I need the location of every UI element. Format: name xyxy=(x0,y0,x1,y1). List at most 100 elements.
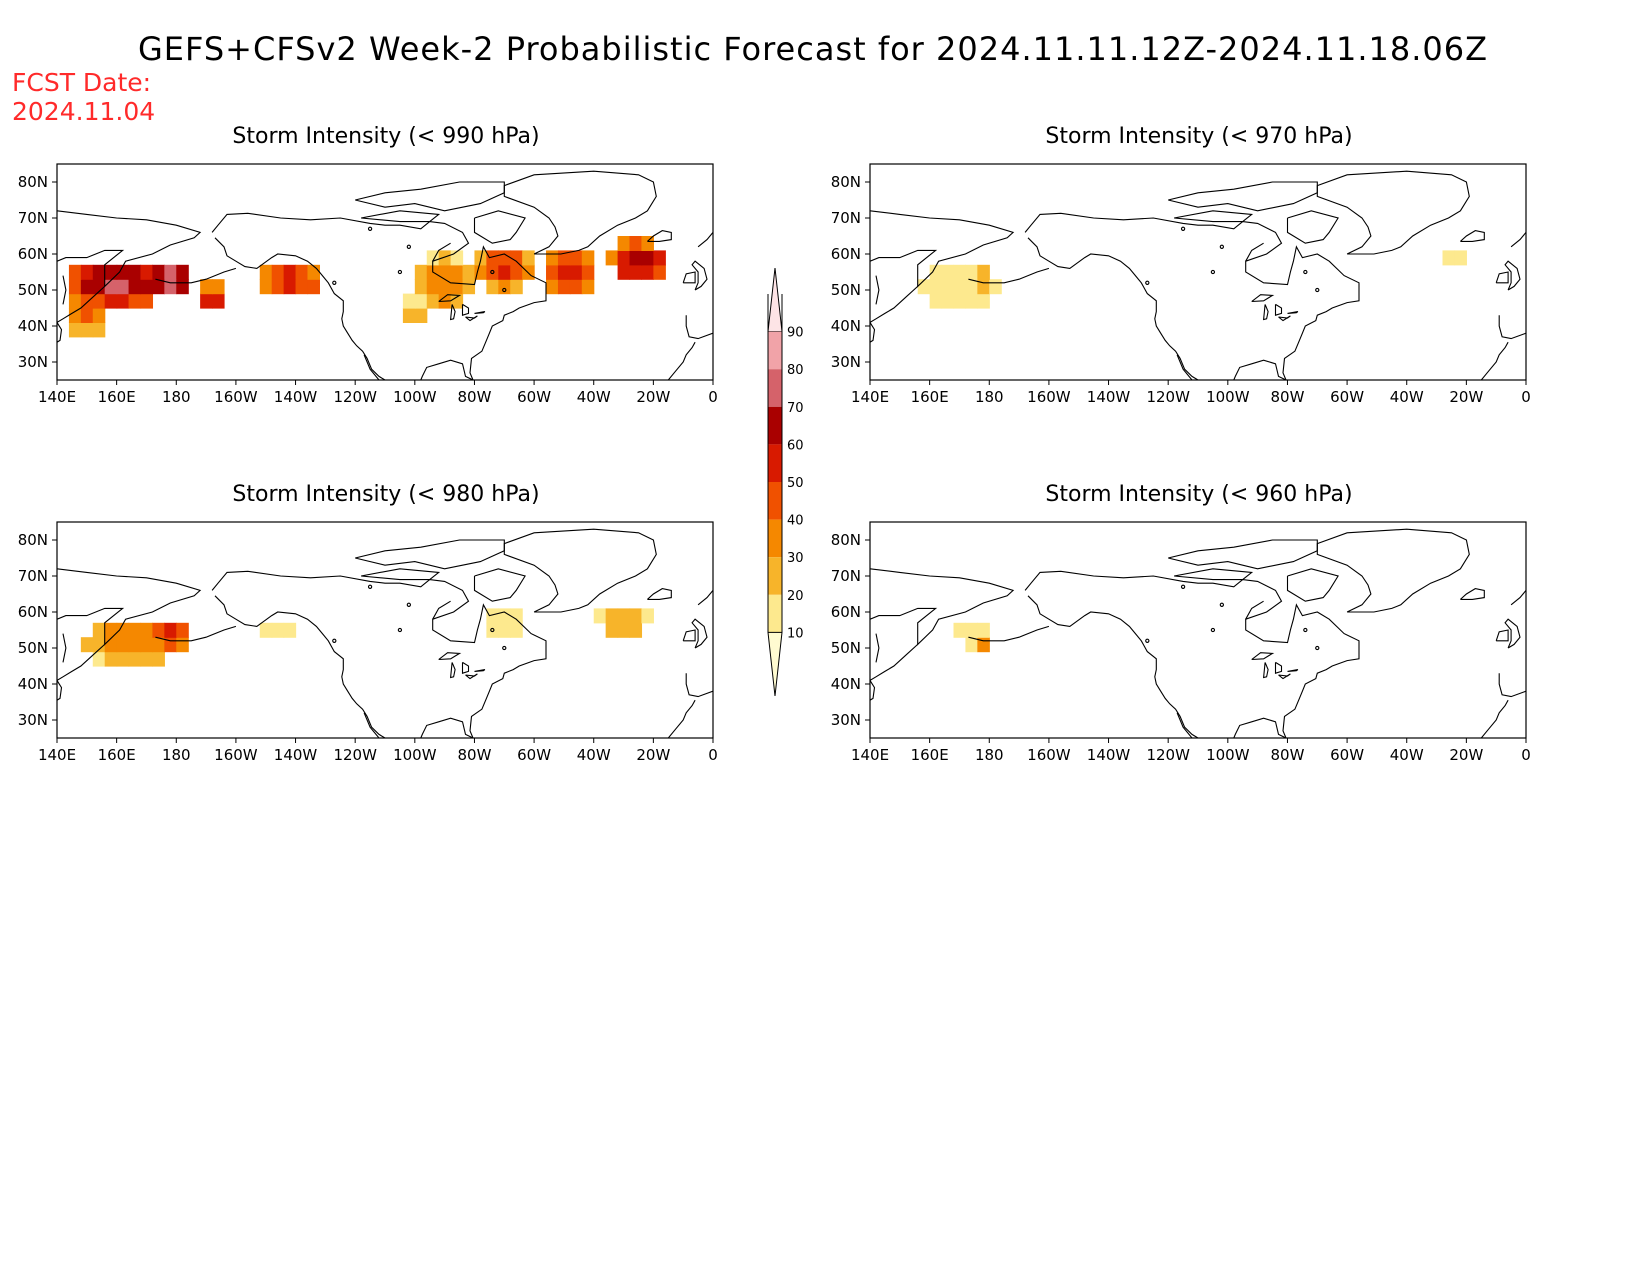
coastline-asia xyxy=(870,568,1015,646)
probability-cell xyxy=(116,264,130,280)
coastline-arcticIsles2 xyxy=(360,210,441,223)
colorbar-segment xyxy=(768,557,782,595)
probability-cell xyxy=(486,608,499,624)
probability-cell xyxy=(128,293,142,309)
map-frame xyxy=(869,521,1527,739)
coastline-asia xyxy=(870,210,1015,288)
probability-cell xyxy=(629,622,643,638)
probability-cell xyxy=(307,279,320,295)
probability-cell xyxy=(259,264,273,280)
coastline-baja xyxy=(1176,354,1193,380)
probability-cell xyxy=(152,637,165,653)
lon-tick-label: 80W xyxy=(457,746,491,764)
probability-cell xyxy=(977,264,990,280)
coastline-asia xyxy=(57,568,202,646)
map-panel-990: 80N 70N 60N 50N 40N 30N 140E 160E 180 160W 140W 120… xyxy=(18,163,718,406)
island xyxy=(1210,269,1216,275)
probability-cell xyxy=(116,637,130,653)
probability-cell xyxy=(283,279,297,295)
great-lake xyxy=(449,662,456,679)
probability-cell xyxy=(629,608,643,624)
probability-cell xyxy=(295,264,309,280)
coastline-sakhalin xyxy=(62,275,67,305)
probability-cell xyxy=(414,264,428,280)
probability-cell xyxy=(953,264,967,280)
probability-cell xyxy=(128,279,142,295)
coastline-westCoast xyxy=(214,595,386,738)
colorbar-label: 50 xyxy=(787,476,804,491)
probability-cell xyxy=(140,279,154,295)
probability-cell xyxy=(307,264,320,280)
lat-tick-label: 70N xyxy=(18,567,48,585)
probability-cell xyxy=(92,293,106,309)
probability-cell xyxy=(116,651,130,667)
island xyxy=(397,269,403,275)
probability-cell xyxy=(929,279,943,295)
colorbar-segment xyxy=(767,631,783,697)
coastline-japan xyxy=(57,322,63,343)
probability-cell xyxy=(486,264,499,280)
probability-cell xyxy=(617,250,631,266)
probability-cell xyxy=(557,279,571,295)
coastline-norway xyxy=(697,232,713,248)
panel-title-990: Storm Intensity (< 990 hPa) xyxy=(232,124,540,149)
coastline-iceland xyxy=(647,588,672,600)
probability-cell xyxy=(462,279,476,295)
coastline-baja xyxy=(363,354,380,380)
coastline-britain xyxy=(1504,260,1521,291)
island xyxy=(1145,280,1150,285)
colorbar-label: 20 xyxy=(787,589,804,604)
probability-cell xyxy=(498,279,511,295)
lon-tick-label: 100W xyxy=(1206,746,1250,764)
probability-cell xyxy=(402,293,416,309)
coastline-kamchatkaIslands xyxy=(870,643,919,681)
probability-cell xyxy=(522,250,535,266)
coastline-africa xyxy=(1480,341,1509,380)
probability-cell xyxy=(271,279,285,295)
probability-cell xyxy=(498,608,511,624)
probability-cell xyxy=(450,264,464,280)
probability-cell xyxy=(92,637,106,653)
probability-cell xyxy=(200,279,213,295)
lat-tick-label: 80N xyxy=(831,531,861,549)
island xyxy=(1315,287,1320,293)
lat-tick-label: 40N xyxy=(831,675,861,693)
lon-tick-label: 60W xyxy=(517,746,551,764)
coastline-hudson xyxy=(1245,600,1264,620)
probability-cell xyxy=(438,279,452,295)
probability-cell xyxy=(176,622,189,638)
great-lake xyxy=(1251,652,1275,661)
lon-tick-label: 120W xyxy=(333,746,377,764)
probability-cell xyxy=(617,264,631,280)
lon-tick-label: 20W xyxy=(636,746,670,764)
island xyxy=(490,269,495,275)
coastline-arcticIsles1 xyxy=(1168,181,1318,212)
coastline-arcticIsles1 xyxy=(1168,539,1318,570)
coastline-japan xyxy=(870,322,876,343)
lat-tick-label: 40N xyxy=(18,675,48,693)
probability-cell xyxy=(617,608,631,624)
probability-cell xyxy=(641,264,654,280)
probability-cell xyxy=(116,622,130,638)
probability-cell xyxy=(128,651,142,667)
colorbar-label: 60 xyxy=(787,438,804,453)
coastline-iberia xyxy=(1498,315,1526,340)
probability-cell xyxy=(212,279,225,295)
probability-cell xyxy=(200,293,213,309)
probability-cell xyxy=(510,279,523,295)
probability-cell xyxy=(80,322,94,338)
lon-tick-label: 100W xyxy=(1206,388,1250,406)
coastline-iceland xyxy=(1460,230,1485,242)
probability-cell xyxy=(965,264,978,280)
probability-cell xyxy=(140,651,154,667)
island xyxy=(406,602,412,607)
coastline-arcticIsles1 xyxy=(355,539,505,570)
lat-tick-label: 80N xyxy=(18,173,48,191)
island xyxy=(397,627,403,633)
lon-tick-label: 0 xyxy=(708,388,718,406)
probability-cell xyxy=(92,622,106,638)
great-lake xyxy=(438,652,462,661)
lat-tick-label: 60N xyxy=(831,603,861,621)
colorbar-segment xyxy=(767,267,783,333)
lon-tick-label: 80W xyxy=(457,388,491,406)
